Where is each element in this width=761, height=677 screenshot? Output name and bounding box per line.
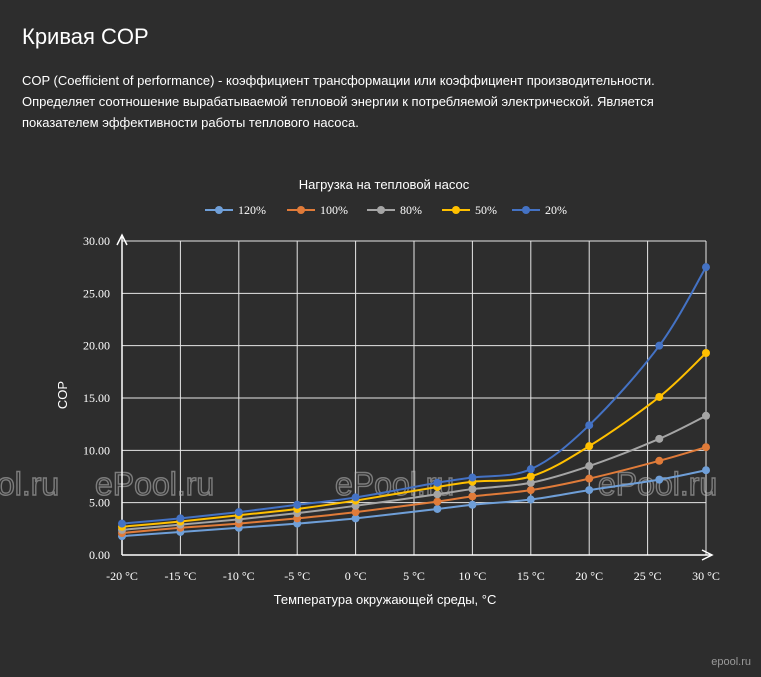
data-point — [655, 434, 664, 443]
data-point — [702, 411, 710, 420]
y-tick-label: 20.00 — [83, 339, 110, 353]
page-description: COP (Coefficient of performance) - коэфф… — [22, 73, 655, 130]
data-point — [351, 493, 360, 502]
data-point — [351, 508, 360, 517]
y-axis-title: COP — [55, 381, 70, 409]
data-point — [655, 341, 664, 350]
legend-marker — [215, 206, 223, 214]
x-tick-label: 15 °C — [517, 569, 545, 583]
y-tick-label: 30.00 — [83, 234, 110, 248]
legend-item: 120% — [205, 203, 266, 217]
y-axis-arrow — [116, 233, 128, 246]
data-point — [118, 519, 126, 528]
data-point — [433, 478, 442, 487]
data-point — [293, 500, 302, 509]
data-point — [468, 485, 477, 494]
watermark-text: ePool.ru — [95, 466, 214, 502]
x-tick-label: 20 °C — [575, 569, 603, 583]
x-tick-label: -5 °C — [284, 569, 310, 583]
data-point — [655, 392, 664, 401]
data-point — [655, 456, 664, 465]
x-axis-title: Температура окружающей среды, °С — [274, 592, 497, 607]
legend-label: 20% — [545, 203, 567, 217]
x-tick-label: 25 °C — [634, 569, 662, 583]
chart-title: Нагрузка на тепловой насос — [299, 177, 470, 192]
legend-label: 100% — [320, 203, 348, 217]
legend-item: 20% — [512, 203, 567, 217]
data-point — [468, 500, 477, 509]
y-tick-label: 10.00 — [83, 443, 110, 457]
legend-marker — [377, 206, 385, 214]
chart-grid — [121, 240, 707, 556]
data-point — [702, 348, 710, 357]
legend-marker — [452, 206, 460, 214]
data-point — [468, 492, 477, 501]
data-point — [585, 474, 594, 483]
chart-legend: 120% 100% 80% 50% 20% — [205, 203, 567, 217]
data-point — [351, 514, 360, 523]
data-point — [234, 508, 243, 517]
x-tick-label: 10 °C — [458, 569, 486, 583]
data-point — [585, 486, 594, 495]
x-tick-label: 0 °C — [345, 569, 367, 583]
y-tick-label: 0.00 — [89, 548, 110, 562]
data-point — [526, 465, 535, 474]
series-layer — [118, 263, 710, 541]
x-tick-label: 30 °C — [692, 569, 720, 583]
data-point — [526, 486, 535, 495]
x-tick-label: 5 °C — [403, 569, 425, 583]
y-tick-label: 15.00 — [83, 391, 110, 405]
legend-item: 50% — [442, 203, 497, 217]
data-point — [585, 421, 594, 430]
legend-label: 80% — [400, 203, 422, 217]
page-title: Кривая COP — [22, 24, 149, 49]
legend-label: 120% — [238, 203, 266, 217]
data-point — [176, 514, 185, 523]
data-point — [433, 497, 442, 506]
data-point — [702, 443, 710, 452]
watermark-text: ePool.ru — [0, 466, 59, 502]
data-point — [702, 466, 710, 475]
y-tick-label: 5.00 — [89, 496, 110, 510]
x-tick-label: -15 °C — [164, 569, 196, 583]
x-tick-label: -10 °C — [223, 569, 255, 583]
data-point — [526, 495, 535, 504]
x-tick-label: -20 °C — [106, 569, 138, 583]
data-point — [468, 473, 477, 482]
data-point — [585, 442, 594, 451]
legend-item: 80% — [367, 203, 422, 217]
series-line — [121, 266, 707, 525]
legend-marker — [522, 206, 530, 214]
tick-labels: 0.00 5.00 10.00 15.00 20.00 25.00 30.00 -20 °C -… — [83, 234, 720, 583]
legend-label: 50% — [475, 203, 497, 217]
legend-item: 100% — [287, 203, 348, 217]
data-point — [585, 462, 594, 471]
data-point — [655, 475, 664, 484]
corner-watermark: epool.ru — [711, 656, 751, 668]
legend-marker — [297, 206, 305, 214]
series-20pct — [118, 263, 710, 528]
chart-axes — [116, 233, 714, 561]
y-tick-label: 25.00 — [83, 286, 110, 300]
data-point — [526, 478, 535, 487]
data-point — [433, 490, 442, 499]
data-point — [526, 472, 535, 481]
data-point — [433, 504, 442, 513]
x-axis-arrow — [701, 549, 714, 561]
data-point — [702, 263, 710, 272]
